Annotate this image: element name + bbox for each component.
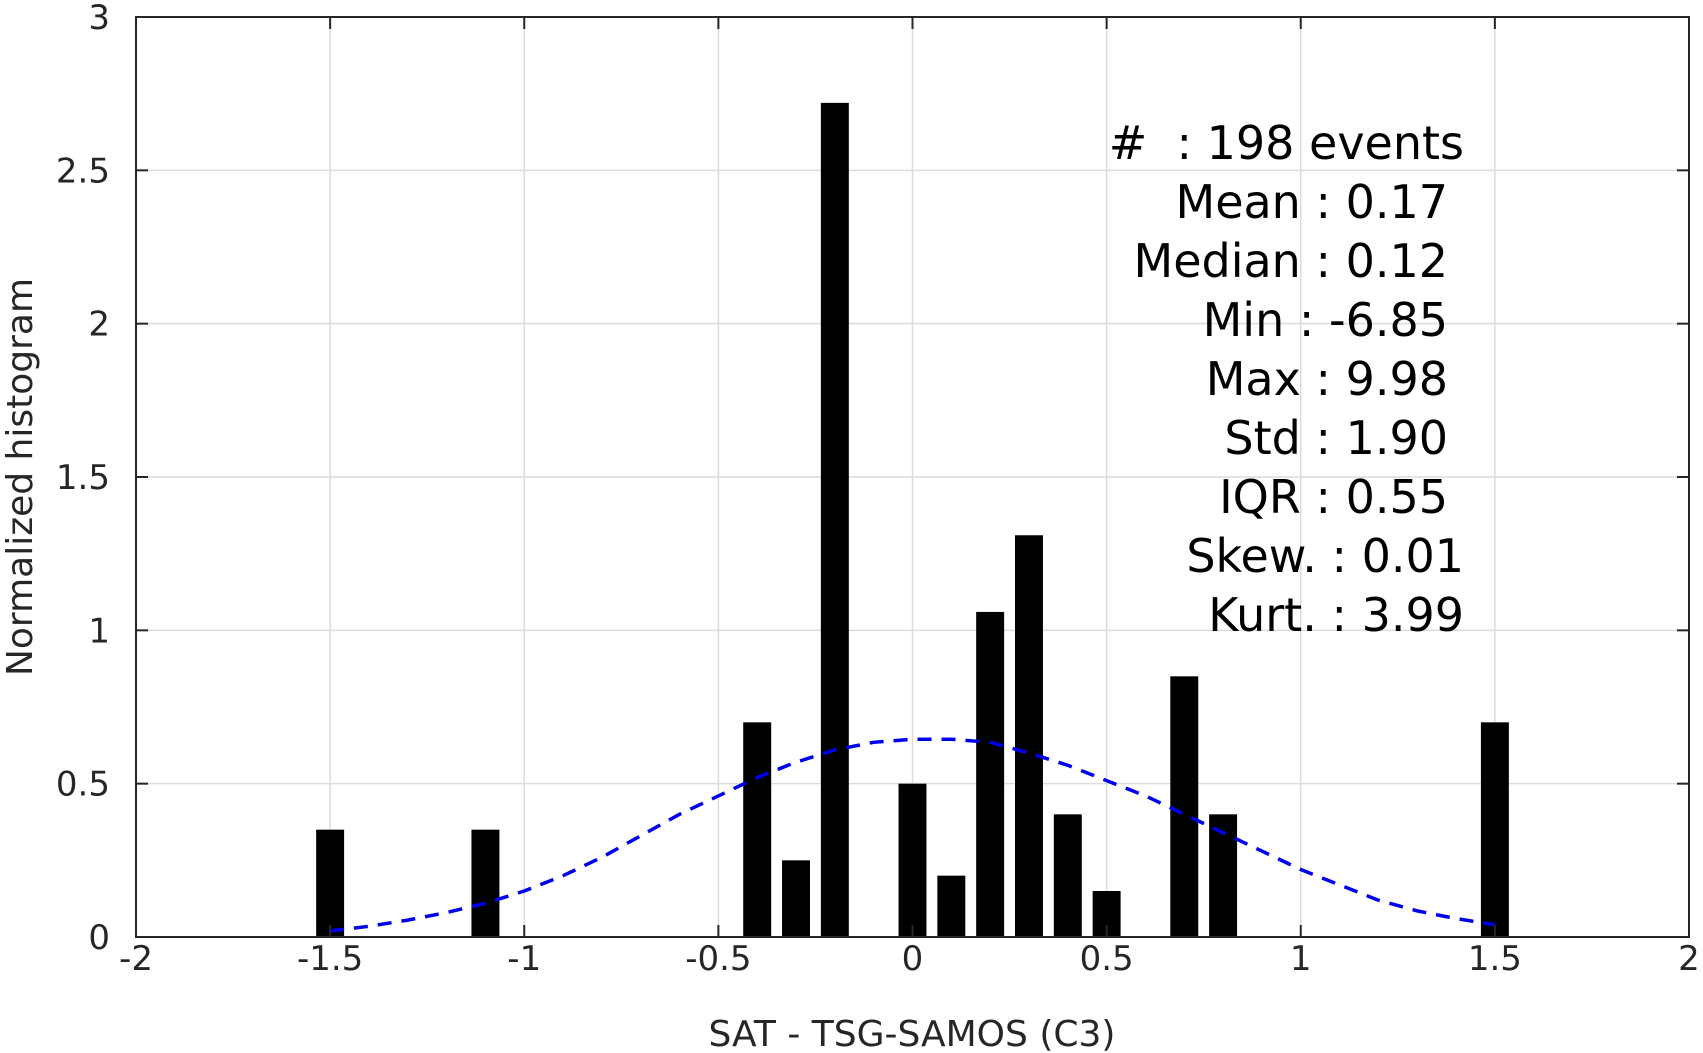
histogram-bar bbox=[743, 722, 772, 937]
y-axis-label: Normalized histogram bbox=[0, 278, 41, 676]
x-tick-label: 0.5 bbox=[1080, 939, 1134, 979]
stats-mean: Mean : 0.17 bbox=[1176, 175, 1449, 229]
stats-kurt: Kurt. : 3.99 bbox=[1208, 588, 1464, 642]
x-tick-label: 0 bbox=[902, 939, 924, 979]
stats-iqr: IQR : 0.55 bbox=[1219, 470, 1448, 524]
histogram-bar bbox=[1014, 535, 1043, 937]
y-tick-label: 2 bbox=[88, 305, 110, 345]
histogram-bar bbox=[976, 611, 1005, 937]
histogram-bar bbox=[471, 829, 500, 937]
y-tick-label: 0.5 bbox=[56, 765, 110, 805]
stats-max: Max : 9.98 bbox=[1206, 352, 1448, 406]
normal-fit-curve bbox=[329, 737, 1496, 933]
stats-count: # : 198 events bbox=[1109, 116, 1464, 170]
histogram-bar bbox=[898, 783, 927, 937]
x-tick-label: 1 bbox=[1290, 939, 1312, 979]
y-tick-labels: 0 0.5 1 1.5 2 2.5 3 bbox=[56, 0, 110, 958]
x-tick-label: -2 bbox=[119, 939, 153, 979]
histogram-bar bbox=[782, 860, 811, 937]
plot-frame bbox=[135, 16, 1690, 938]
x-tick-label: 2 bbox=[1678, 939, 1700, 979]
y-tick-label: 1.5 bbox=[56, 458, 110, 498]
y-tick-label: 2.5 bbox=[56, 151, 110, 191]
x-tick-labels: -2 -1.5 -1 -0.5 0 0.5 1 1.5 2 bbox=[119, 939, 1700, 979]
histogram-bar bbox=[1053, 814, 1082, 937]
y-tick-label: 1 bbox=[88, 611, 110, 651]
stats-skew: Skew. : 0.01 bbox=[1186, 529, 1464, 583]
x-tick-label: -1.5 bbox=[297, 939, 363, 979]
x-tick-label: -1 bbox=[507, 939, 541, 979]
y-tick-label: 0 bbox=[88, 918, 110, 958]
histogram-bar bbox=[1480, 722, 1509, 937]
x-tick-label: 1.5 bbox=[1468, 939, 1522, 979]
y-tick-label: 3 bbox=[88, 0, 110, 38]
stats-min: Min : -6.85 bbox=[1203, 293, 1448, 347]
histogram-bar bbox=[1209, 814, 1238, 937]
histogram-bar bbox=[820, 102, 849, 937]
x-axis-label: SAT - TSG-SAMOS (C3) bbox=[709, 1014, 1116, 1053]
x-tick-label: -0.5 bbox=[685, 939, 751, 979]
stats-box: # : 198 events Mean : 0.17 Median : 0.12… bbox=[1109, 116, 1464, 642]
axes-frame bbox=[135, 16, 1690, 938]
histogram-bar bbox=[316, 829, 345, 937]
stats-std: Std : 1.90 bbox=[1224, 411, 1448, 465]
histogram-bars bbox=[316, 102, 1509, 937]
histogram-bar bbox=[937, 875, 966, 937]
histogram-bar bbox=[1170, 676, 1199, 937]
stats-median: Median : 0.12 bbox=[1134, 234, 1448, 288]
